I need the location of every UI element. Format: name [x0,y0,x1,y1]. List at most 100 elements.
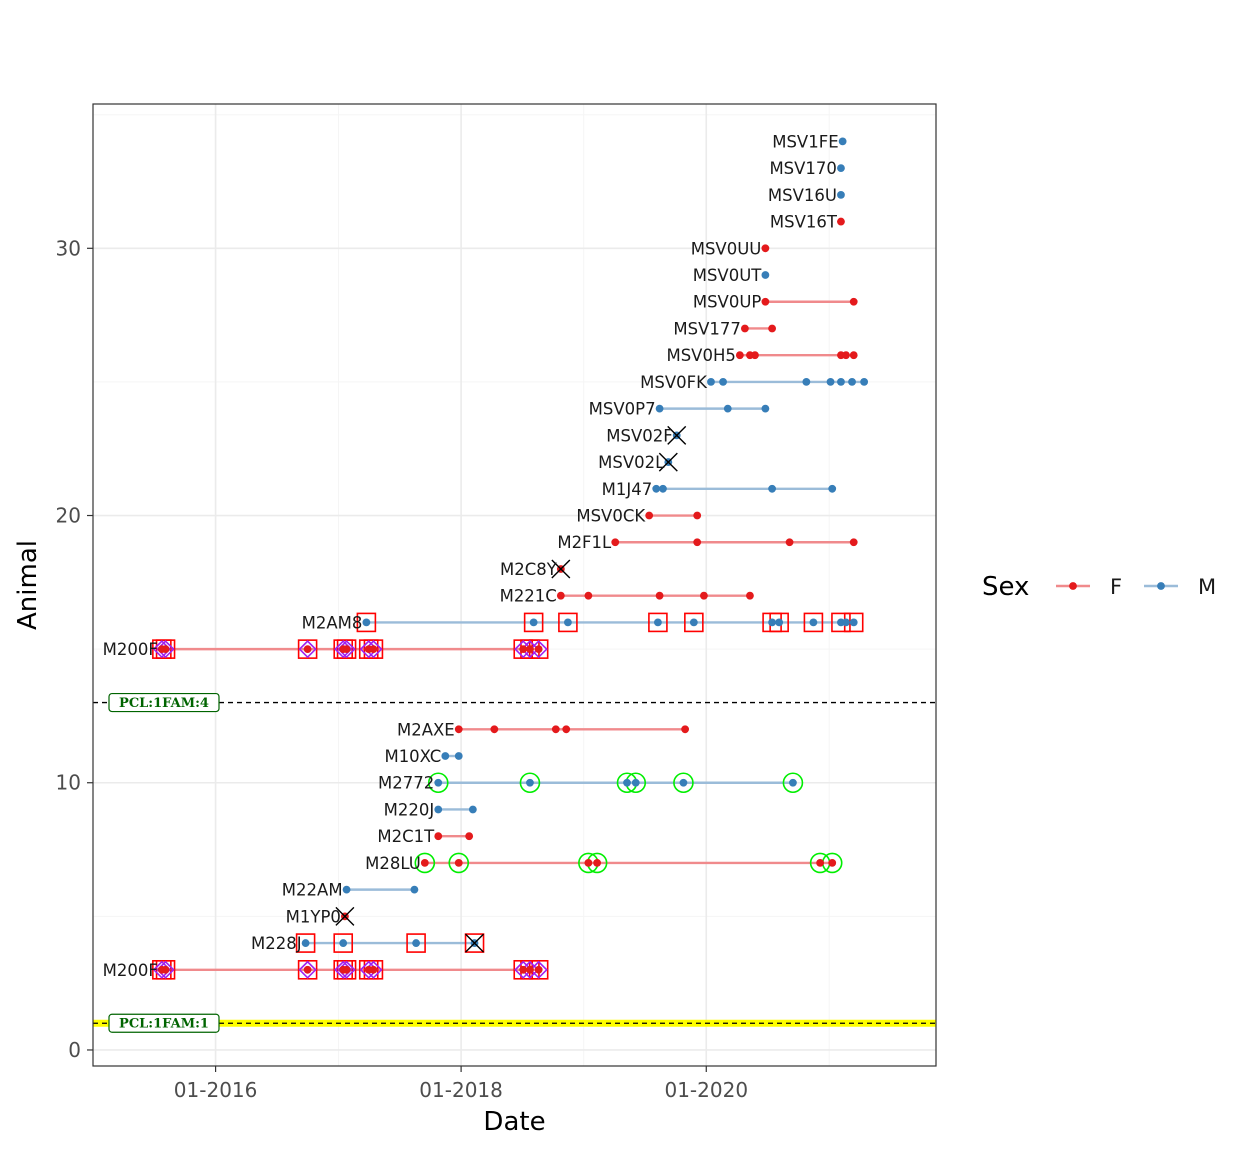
animal-row: MSV16U [768,186,845,205]
data-point [849,351,858,360]
data-point [842,618,850,627]
data-point [837,217,845,226]
data-point [362,618,371,627]
animal-label: M1YP0 [286,907,341,926]
data-point [816,859,825,867]
data-point [809,618,818,627]
data-point [468,805,477,814]
animal-row: MSV0CK [576,507,702,526]
animal-label: MSV177 [673,319,741,338]
data-point [526,778,534,787]
data-point [693,511,702,520]
animal-label: MSV16U [768,186,837,205]
data-point [526,645,534,654]
data-point [556,591,565,600]
animal-label: M228J [251,934,302,953]
data-point [719,378,727,386]
separator-label: PCL:1FAM:4 [119,696,209,711]
animal-row: M1YP0 [286,906,355,926]
x-tick-label: 01-2018 [419,1078,503,1102]
animal-row: M2AM8 [302,612,864,633]
legend-title: Sex [982,572,1029,602]
data-point [655,591,664,600]
animal-row: MSV0P7 [589,400,770,419]
data-point [838,137,847,146]
data-point [454,725,463,734]
animal-label: M220J [384,800,435,819]
data-point [410,885,419,894]
y-axis: 0 10 20 30 [56,236,93,1062]
data-point [534,645,543,654]
animal-row: MSV02L [598,452,678,472]
data-point [700,591,708,600]
death-cross-marker [551,559,571,579]
data-point [849,618,858,627]
data-point [551,725,560,734]
animal-label: M2C8Y [500,560,558,579]
animal-row: MSV0UT [693,266,770,285]
data-point [842,351,850,360]
data-point [490,725,499,734]
event-box-marker [684,612,704,633]
data-point [848,378,856,386]
animal-label: MSV02F [606,426,672,445]
data-point [631,778,640,787]
legend-key-point [1069,582,1077,590]
animal-label: M200F [103,640,158,659]
event-diamond-marker [529,640,548,659]
data-point [679,778,688,787]
animal-label: MSV0UU [691,239,762,258]
animal-row: M200F [103,639,549,659]
data-point [828,859,837,867]
event-box-marker [295,933,316,953]
death-cross-marker [667,425,687,445]
event-circle-marker [782,772,804,794]
data-point [681,725,690,734]
legend-label: M [1198,575,1216,599]
data-point [802,378,811,386]
data-point [655,404,664,413]
animal-row: M2C1T [377,827,474,846]
animal-row: MSV170 [769,159,845,178]
data-point [339,939,348,947]
animal-label: M2AM8 [302,613,363,632]
data-point [434,778,443,787]
data-point [342,645,351,654]
animal-label: M2C1T [377,827,435,846]
data-point [420,859,429,867]
event-box-marker [406,933,426,953]
data-point [519,965,528,974]
data-point [860,378,869,386]
animal-label: MSV0CK [576,507,646,526]
legend-item-M: M [1144,575,1216,599]
animal-row: MSV0FK [640,373,869,392]
data-point [645,511,654,520]
animal-label: MSV0P7 [589,400,656,419]
y-tick-label: 10 [56,771,81,795]
separator-label-box [108,1013,220,1033]
data-point [654,618,662,627]
data-point [526,965,534,974]
data-point [746,591,754,600]
data-point [689,618,698,627]
event-box-marker [356,612,377,633]
data-point [161,965,170,974]
data-point [707,378,715,386]
y-tick-label: 0 [68,1038,81,1062]
x-axis: 01-2016 01-2018 01-2020 [174,1066,748,1102]
event-box-marker [558,612,578,633]
y-axis-title: Animal [13,540,43,630]
animal-label: MSV0FK [640,373,708,392]
data-point [693,538,702,547]
panel-border [92,103,937,1067]
death-cross-marker [658,452,678,472]
separator-label-box [108,692,220,713]
data-point [789,778,797,787]
data-point [369,965,378,974]
death-cross-marker [335,906,355,926]
data-point [454,752,463,760]
data-point [785,538,794,547]
animal-row: M221C [500,587,754,606]
data-point [534,965,543,974]
animal-row: M228J [251,933,485,953]
